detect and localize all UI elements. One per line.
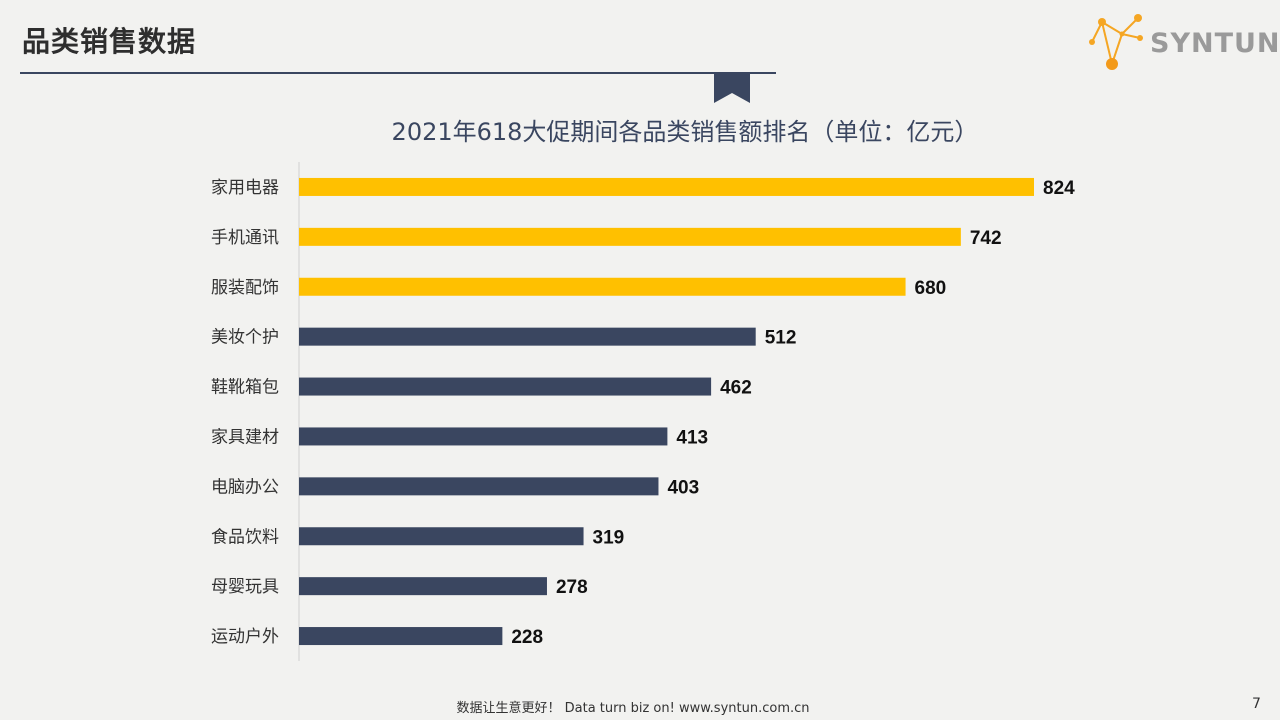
category-label: 运动户外 bbox=[211, 627, 279, 647]
page-title: 品类销售数据 bbox=[22, 25, 197, 58]
value-label: 413 bbox=[676, 427, 708, 448]
category-label: 服装配饰 bbox=[211, 278, 279, 298]
value-label: 824 bbox=[1043, 178, 1075, 199]
category-label: 家具建材 bbox=[211, 427, 279, 447]
category-label: 美妆个护 bbox=[211, 328, 279, 348]
bookmark-icon bbox=[714, 73, 750, 103]
bar-7 bbox=[299, 477, 659, 496]
bar-9 bbox=[299, 577, 547, 596]
value-label: 228 bbox=[511, 627, 543, 648]
value-label: 742 bbox=[970, 228, 1002, 249]
value-label: 319 bbox=[593, 527, 625, 548]
chart-title: 2021年618大促期间各品类销售额排名（单位：亿元） bbox=[391, 118, 979, 146]
category-label: 母婴玩具 bbox=[211, 577, 279, 597]
bar-5 bbox=[299, 377, 712, 396]
value-label: 512 bbox=[765, 328, 797, 349]
footer-slogan: 数据让生意更好！ Data turn biz on! www.syntun.co… bbox=[0, 697, 1280, 716]
bar-6 bbox=[299, 427, 668, 446]
logo-text: SYNTUN bbox=[1150, 28, 1280, 59]
syntun-molecule-icon bbox=[1089, 14, 1143, 70]
category-label: 手机通讯 bbox=[211, 228, 279, 248]
bar-10 bbox=[299, 627, 503, 646]
title-divider bbox=[20, 72, 776, 74]
bar-1 bbox=[299, 177, 1034, 196]
footer-slogan-text: 数据让生意更好！ Data turn biz on! www.syntun.co… bbox=[456, 701, 810, 716]
bar-8 bbox=[299, 527, 584, 546]
category-label: 食品饮料 bbox=[211, 527, 279, 547]
value-label: 680 bbox=[915, 278, 947, 299]
bar-3 bbox=[299, 277, 906, 296]
bar-2 bbox=[299, 227, 961, 246]
page-number: 7 bbox=[1252, 696, 1261, 712]
category-label: 电脑办公 bbox=[211, 477, 279, 497]
bar-chart: 家用电器 824 手机通讯 742 服装配饰 680 美妆个护 512 鞋靴箱包 462 家具建材 4… bbox=[211, 162, 1075, 661]
category-label: 鞋靴箱包 bbox=[211, 378, 279, 398]
bar-4 bbox=[299, 327, 756, 346]
category-label: 家用电器 bbox=[211, 178, 279, 198]
value-label: 462 bbox=[720, 378, 752, 399]
value-label: 403 bbox=[667, 477, 699, 498]
value-label: 278 bbox=[556, 577, 588, 598]
